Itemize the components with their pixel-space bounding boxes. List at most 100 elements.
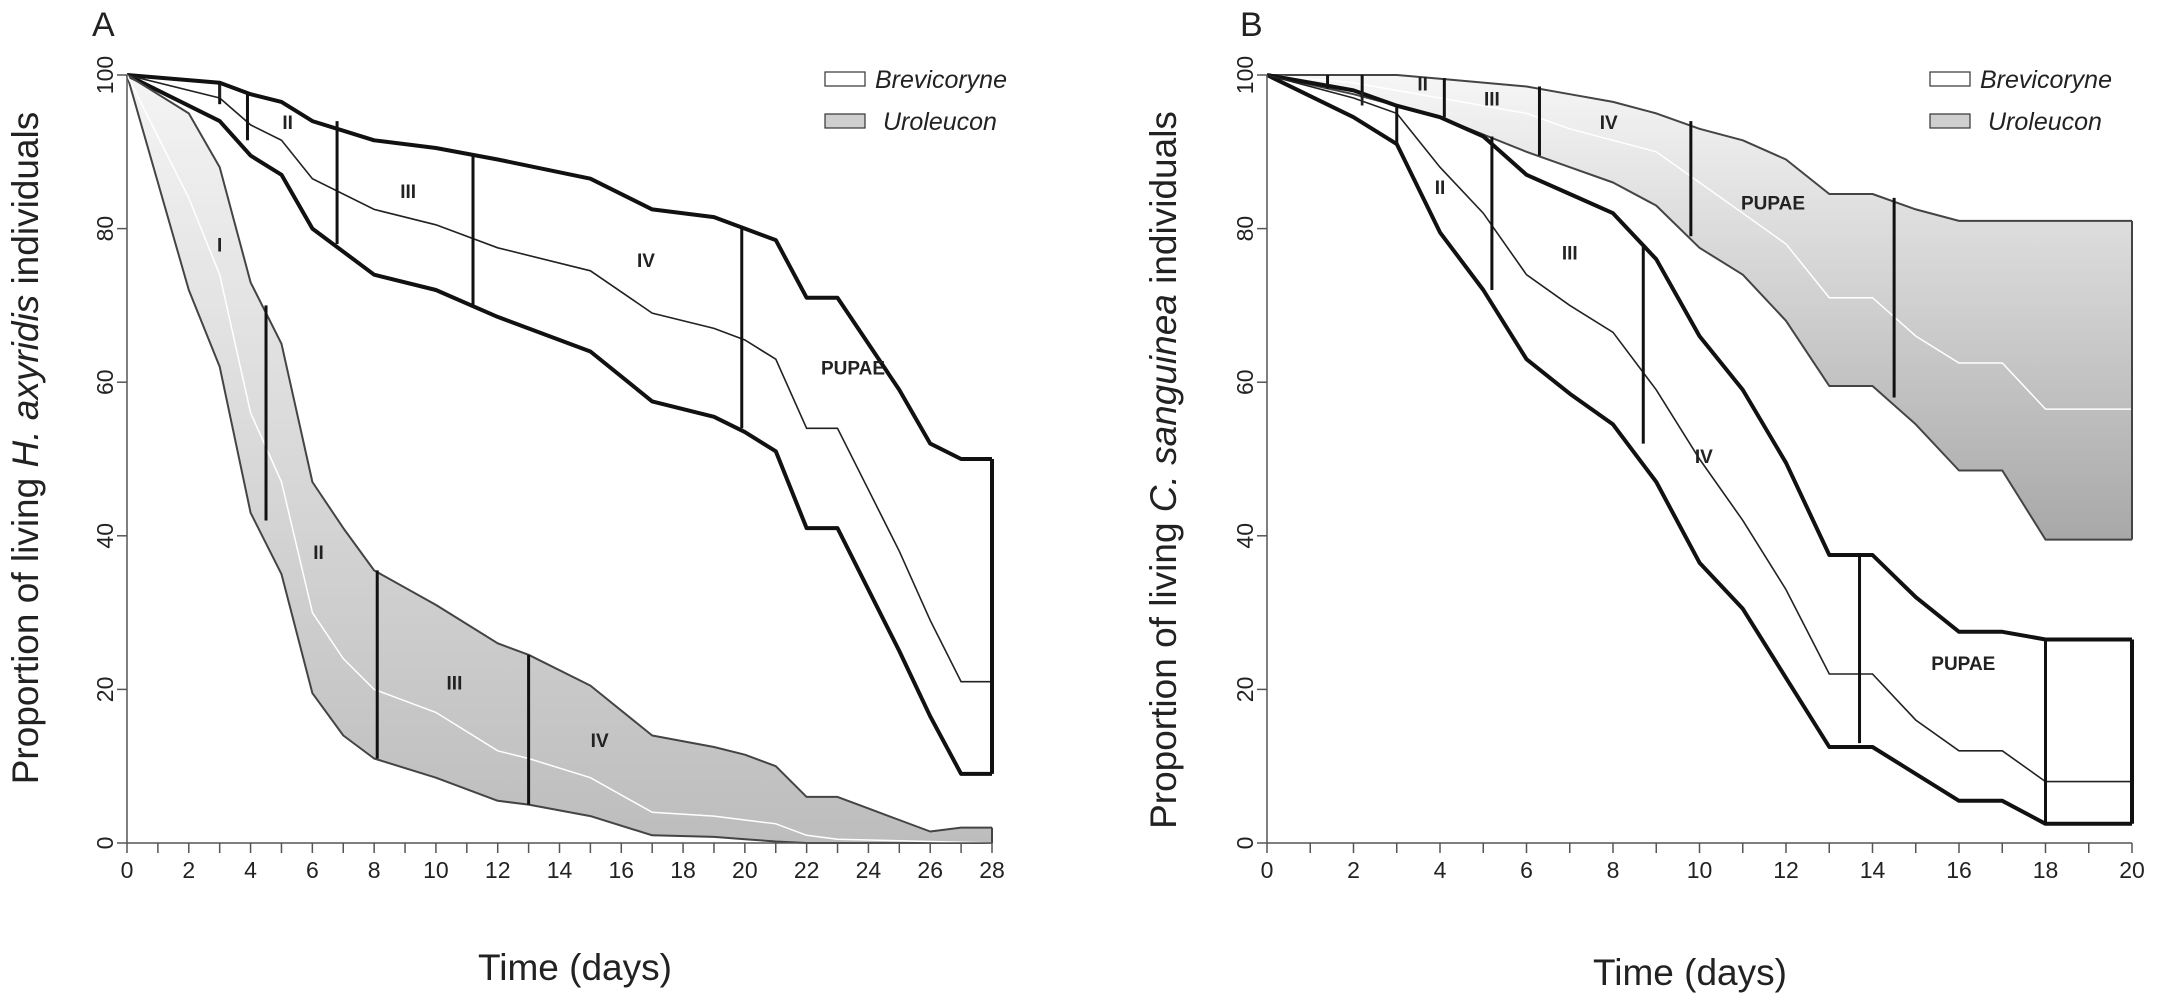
panel-b-y-label-prefix: Proportion of living [1143,512,1184,829]
x-tick-label: 16 [1946,857,1972,883]
x-tick-label: 0 [1261,857,1274,883]
x-tick-label: 4 [244,857,257,883]
x-tick-label: 0 [121,857,134,883]
x-tick-label: 14 [1860,857,1886,883]
x-tick-label: 4 [1434,857,1447,883]
x-tick-label: 12 [1773,857,1799,883]
stage-label-brevicoryne: PUPAE [1931,654,1995,675]
panel-a-y-label-prefix: Proportion of living [5,468,46,785]
x-tick-label: 20 [732,857,758,883]
band-brevicoryne [1267,75,2132,824]
panel-b-y-label-species: C. sanguinea [1143,294,1184,512]
panel-a-x-axis-label: Time (days) [478,947,672,988]
panel-a-label: A [92,6,115,44]
stage-label-brevicoryne: IV [637,251,655,272]
x-tick-label: 18 [2033,857,2059,883]
legend-label-brevicoryne: Brevicoryne [1980,66,2112,94]
legend-swatch-uroleucon [1929,113,1971,129]
upper-line-brevicoryne [126,73,992,461]
stage-label-brevicoryne: III [400,182,416,203]
lower-line-brevicoryne [126,73,992,776]
y-tick-label: 80 [1232,216,1258,242]
panel-a-y-label-species: H. axyridis [5,295,46,468]
x-tick-label: 10 [1687,857,1713,883]
legend-label-uroleucon: Uroleucon [1988,108,2102,136]
panel-b-label: B [1240,6,1263,44]
panel-a-legend: Brevicoryne Uroleucon [824,66,1007,136]
stage-label-brevicoryne: I [1360,90,1365,111]
x-tick-label: 2 [1347,857,1360,883]
y-tick-label: 100 [92,56,118,94]
stage-label-uroleucon: III [1484,90,1500,111]
panel-b-legend: Brevicoryne Uroleucon [1929,66,2112,136]
panel-a-lines [126,73,994,844]
mean-line-uroleucon [126,74,993,844]
y-tick-label: 80 [92,216,118,242]
legend-swatch-brevicoryne [824,71,866,87]
stage-label-uroleucon: IV [1600,113,1618,134]
x-tick-label: 16 [608,857,634,883]
panel-b-y-label-suffix: individuals [1143,111,1184,294]
stage-label-uroleucon: II [1417,74,1428,95]
panel-a-y-axis-label: Proportion of living H. axyridis individ… [5,112,46,785]
lower-line-brevicoryne [1266,73,2132,826]
panel-b-lines [1266,73,2134,826]
y-tick-label: 60 [92,369,118,395]
panel-b-x-axis-label: Time (days) [1593,952,1787,993]
stage-label-uroleucon: PUPAE [1741,193,1805,214]
upper-line-uroleucon [1267,74,2132,222]
panel-b-y-axis-label: Proportion of living C. sanguinea indivi… [1143,111,1184,829]
stage-label-uroleucon: III [447,673,463,694]
mean-line-brevicoryne [1266,74,2132,783]
y-tick-label: 0 [1232,837,1258,850]
mean-line-uroleucon [1266,74,2132,410]
y-tick-label: 40 [1232,523,1258,549]
upper-line-brevicoryne [1266,73,2132,642]
band-uroleucon [127,75,992,843]
y-tick-label: 60 [1232,369,1258,395]
x-tick-label: 2 [182,857,195,883]
y-tick-label: 20 [1232,677,1258,703]
x-tick-label: 10 [423,857,449,883]
stage-label-brevicoryne: PUPAE [821,359,885,380]
stage-label-uroleucon: I [217,236,222,257]
y-tick-label: 100 [1232,56,1258,94]
lower-line-uroleucon [126,74,992,844]
x-tick-label: 20 [2119,857,2145,883]
x-tick-label: 8 [368,857,381,883]
panel-b-axes: 0 2 4 6 8 10 12 14 16 18 20 0 20 40 60 80 100 [1232,56,2145,883]
x-tick-label: 8 [1607,857,1620,883]
y-tick-label: 0 [92,837,118,850]
x-tick-label: 6 [1520,857,1533,883]
stage-label-brevicoryne: I [217,82,222,103]
stage-label-brevicoryne: II [282,113,293,134]
panel-a: A 0 2 4 6 8 10 12 14 16 18 20 22 24 26 28020406080100 … [5,6,1007,988]
panel-a-y-label-suffix: individuals [5,112,46,295]
stage-label-brevicoryne: III [1562,243,1578,264]
x-tick-label: 18 [670,857,696,883]
stage-label-uroleucon: II [313,543,324,564]
x-tick-label: 28 [979,857,1005,883]
x-tick-label: 26 [917,857,943,883]
legend-label-uroleucon: Uroleucon [883,108,997,136]
legend-swatch-brevicoryne [1929,71,1971,87]
x-tick-label: 6 [306,857,319,883]
x-tick-label: 22 [794,857,820,883]
legend-swatch-uroleucon [824,113,866,129]
mean-line-brevicoryne [126,74,992,683]
stage-label-uroleucon: IV [591,731,609,752]
x-tick-label: 24 [856,857,882,883]
y-tick-label: 20 [92,677,118,703]
stage-label-brevicoryne: II [1435,178,1446,199]
legend-label-brevicoryne: Brevicoryne [875,66,1007,94]
x-tick-label: 12 [485,857,511,883]
y-tick-label: 40 [92,523,118,549]
panel-a-bands [127,75,992,843]
upper-line-uroleucon [126,74,992,833]
stage-label-brevicoryne: IV [1695,447,1713,468]
